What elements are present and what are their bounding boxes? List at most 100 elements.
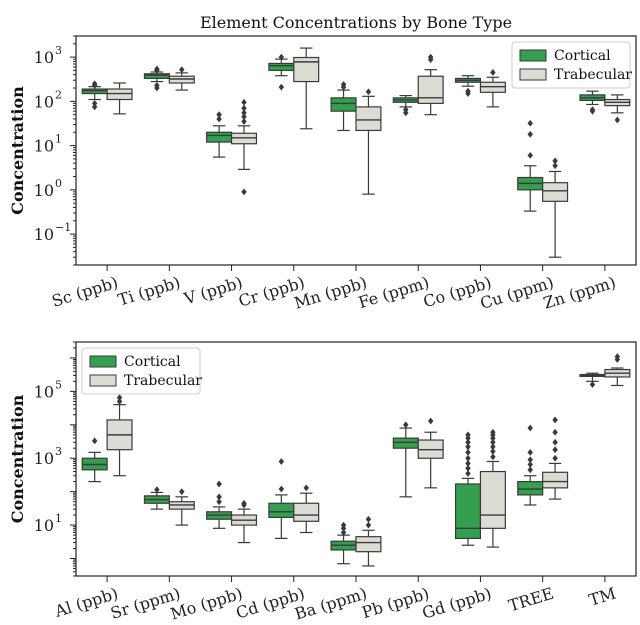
outlier-point <box>465 448 471 456</box>
outlier-point <box>154 65 160 73</box>
outlier-point <box>241 188 247 196</box>
outlier-point <box>552 428 558 436</box>
box-cortical <box>517 424 544 506</box>
outlier-point <box>552 438 558 446</box>
box-cortical <box>206 111 233 158</box>
iqr-box <box>293 502 320 522</box>
box-trabecular <box>479 69 506 108</box>
box-cortical <box>579 90 606 115</box>
iqr-box <box>230 132 258 145</box>
y-tick-exponent: 0 <box>55 177 62 190</box>
y-tick-label: 10 <box>34 92 54 111</box>
outlier-point <box>154 486 160 494</box>
box-trabecular <box>604 353 631 387</box>
outlier-point <box>490 443 496 451</box>
box-trabecular <box>106 394 133 477</box>
outlier-point <box>465 460 471 467</box>
box-cortical <box>268 458 295 539</box>
outlier-point <box>179 488 185 496</box>
legend-swatch-cortical <box>519 49 547 62</box>
iqr-box <box>454 483 482 539</box>
outlier-point <box>278 83 285 91</box>
outlier-point <box>241 118 247 125</box>
box-cortical <box>81 80 108 111</box>
x-tick-label: Sc (ppb) <box>49 273 120 311</box>
outlier-point <box>527 466 533 474</box>
iqr-box <box>355 536 382 553</box>
box-trabecular <box>542 416 569 500</box>
box-cortical <box>143 65 170 92</box>
outlier-point <box>527 456 533 464</box>
iqr-box <box>542 471 569 489</box>
outlier-point <box>527 130 533 138</box>
panel-element-concentrations: Element Concentrations by Bone Type Conce… <box>8 13 637 313</box>
outlier-point <box>216 480 222 488</box>
box-trabecular <box>293 47 320 130</box>
outlier-point <box>278 53 285 61</box>
iqr-box <box>392 437 419 449</box>
legend: Cortical Trabecular <box>81 347 202 395</box>
outlier-point <box>527 119 533 127</box>
outlier-point <box>465 470 471 477</box>
outlier-point <box>116 394 123 402</box>
outlier-point <box>154 81 160 89</box>
outlier-point <box>216 498 222 506</box>
box-trabecular <box>106 82 133 115</box>
iqr-box <box>542 182 569 202</box>
x-tick-label: V (ppb) <box>181 273 245 309</box>
outlier-point <box>91 80 98 88</box>
outlier-point <box>527 424 533 432</box>
y-tick-label: 10 <box>34 48 54 67</box>
outlier-point <box>303 484 309 492</box>
iqr-box <box>479 470 506 529</box>
outlier-point <box>241 104 247 112</box>
outlier-point <box>490 428 496 436</box>
outlier-point <box>91 99 98 107</box>
outlier-point <box>241 113 247 121</box>
outlier-point <box>614 353 621 360</box>
box-cortical <box>268 53 295 91</box>
x-tick-label: Al (ppb) <box>52 584 121 621</box>
outlier-point <box>465 438 471 446</box>
outlier-point <box>465 454 471 462</box>
box-cortical <box>392 94 419 117</box>
x-tick-label: Ba (ppm) <box>292 584 369 624</box>
y-tick-label: 10 <box>34 449 54 468</box>
iqr-box <box>268 62 295 72</box>
y-tick-label: 10 <box>34 516 54 535</box>
outlier-point <box>241 109 247 117</box>
iqr-box <box>206 131 233 143</box>
iqr-box <box>106 88 133 101</box>
outlier-point <box>465 431 471 439</box>
x-tick-label: Zn (ppm) <box>541 273 618 313</box>
y-tick-label: 10 <box>34 137 54 156</box>
iqr-box <box>417 75 444 104</box>
box-trabecular <box>230 499 258 544</box>
outlier-point <box>427 53 434 61</box>
outlier-point <box>403 421 409 429</box>
box-cortical <box>143 486 170 510</box>
outlier-point <box>365 88 372 96</box>
outlier-point <box>365 515 372 523</box>
outlier-point <box>340 81 347 88</box>
outlier-point <box>465 464 471 472</box>
outlier-point <box>552 446 558 454</box>
y-tick-exponent: 3 <box>55 44 62 57</box>
y-tick-label: 10 <box>34 225 54 244</box>
outlier-point <box>552 416 558 424</box>
outlier-point <box>527 448 533 456</box>
box-trabecular <box>168 66 195 91</box>
outlier-point <box>490 438 496 446</box>
outlier-point <box>403 106 409 114</box>
outlier-point <box>340 529 347 536</box>
outlier-point <box>465 87 471 95</box>
chart-title: Element Concentrations by Bone Type <box>200 13 512 32</box>
box-cortical <box>330 521 357 565</box>
iqr-box <box>293 56 320 83</box>
box-cortical <box>579 372 606 388</box>
legend-swatch-cortical <box>89 355 117 368</box>
outlier-point <box>91 437 98 445</box>
outlier-point <box>552 454 558 462</box>
